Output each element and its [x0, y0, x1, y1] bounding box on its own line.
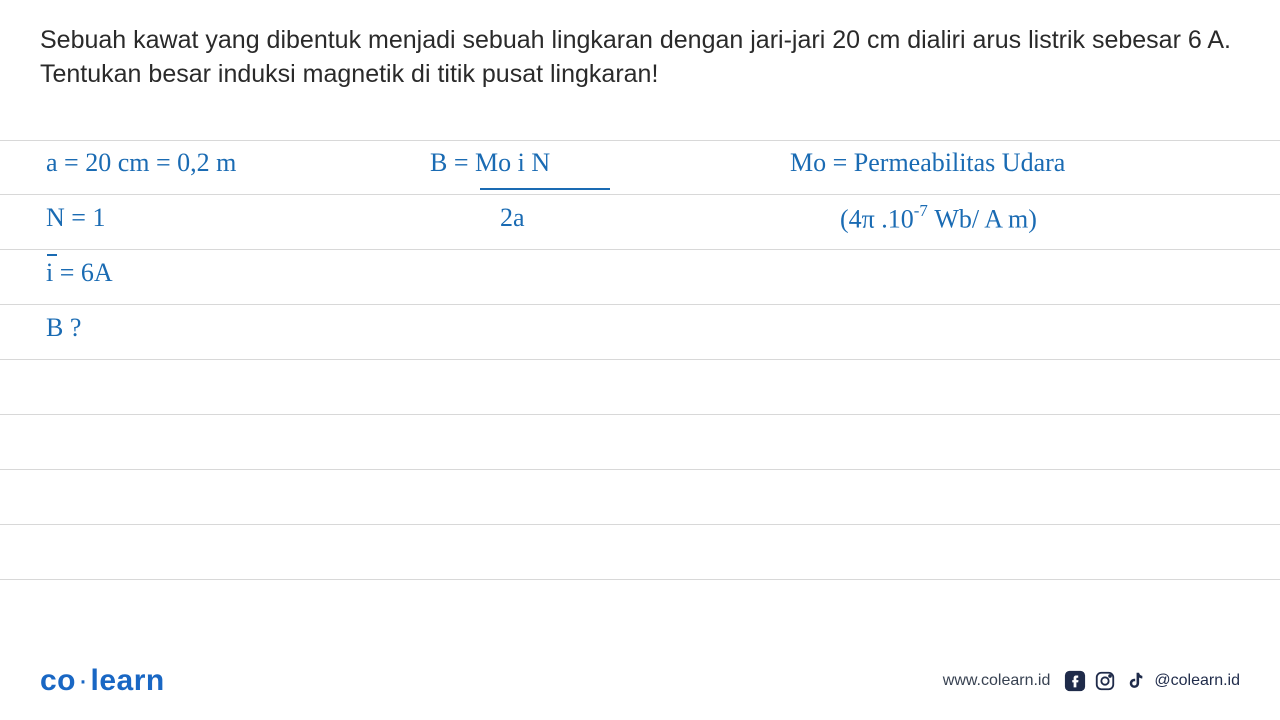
tiktok-icon: [1124, 670, 1146, 692]
facebook-icon: [1064, 670, 1086, 692]
hw-permeability-label: Mo = Permeabilitas Udara: [790, 148, 1065, 178]
hw-perm-suffix: Wb/ A m): [928, 205, 1037, 234]
footer-right: www.colearn.id @colearn.id: [943, 670, 1240, 692]
hw-perm-exponent: -7: [914, 201, 928, 220]
question-text: Sebuah kawat yang dibentuk menjadi sebua…: [0, 0, 1280, 100]
notebook-line: [0, 470, 1280, 525]
logo-learn: learn: [91, 664, 165, 697]
hw-formula-numerator: B = Mo i N: [430, 148, 550, 178]
notebook-line: [0, 415, 1280, 470]
hw-formula-denominator: 2a: [500, 203, 525, 233]
brand-logo: co·learn: [40, 664, 165, 698]
notebook-line: [0, 305, 1280, 360]
website-url: www.colearn.id: [943, 672, 1051, 690]
logo-dot: ·: [78, 664, 89, 697]
notebook-line: [0, 250, 1280, 305]
instagram-icon: [1094, 670, 1116, 692]
hw-radius-value: a = 20 cm = 0,2 m: [46, 148, 236, 178]
hw-perm-prefix: (4π .10: [840, 205, 914, 234]
hw-turns-value: N = 1: [46, 203, 105, 233]
hw-i-bar: i = 6A: [46, 258, 113, 287]
hw-current-value: i = 6A: [46, 258, 113, 288]
hw-permeability-value: (4π .10-7 Wb/ A m): [840, 203, 1037, 235]
social-icons-group: @colearn.id: [1064, 670, 1240, 692]
hw-fraction-bar: [480, 188, 610, 190]
social-handle: @colearn.id: [1154, 672, 1240, 690]
notebook-line: [0, 195, 1280, 250]
footer: co·learn www.colearn.id @colearn.id: [0, 664, 1280, 698]
notebook-line: [0, 525, 1280, 580]
logo-co: co: [40, 664, 76, 697]
hw-question-b: B ?: [46, 313, 81, 343]
notebook-area: a = 20 cm = 0,2 m N = 1 i = 6A B ? B = M…: [0, 140, 1280, 580]
notebook-line: [0, 360, 1280, 415]
